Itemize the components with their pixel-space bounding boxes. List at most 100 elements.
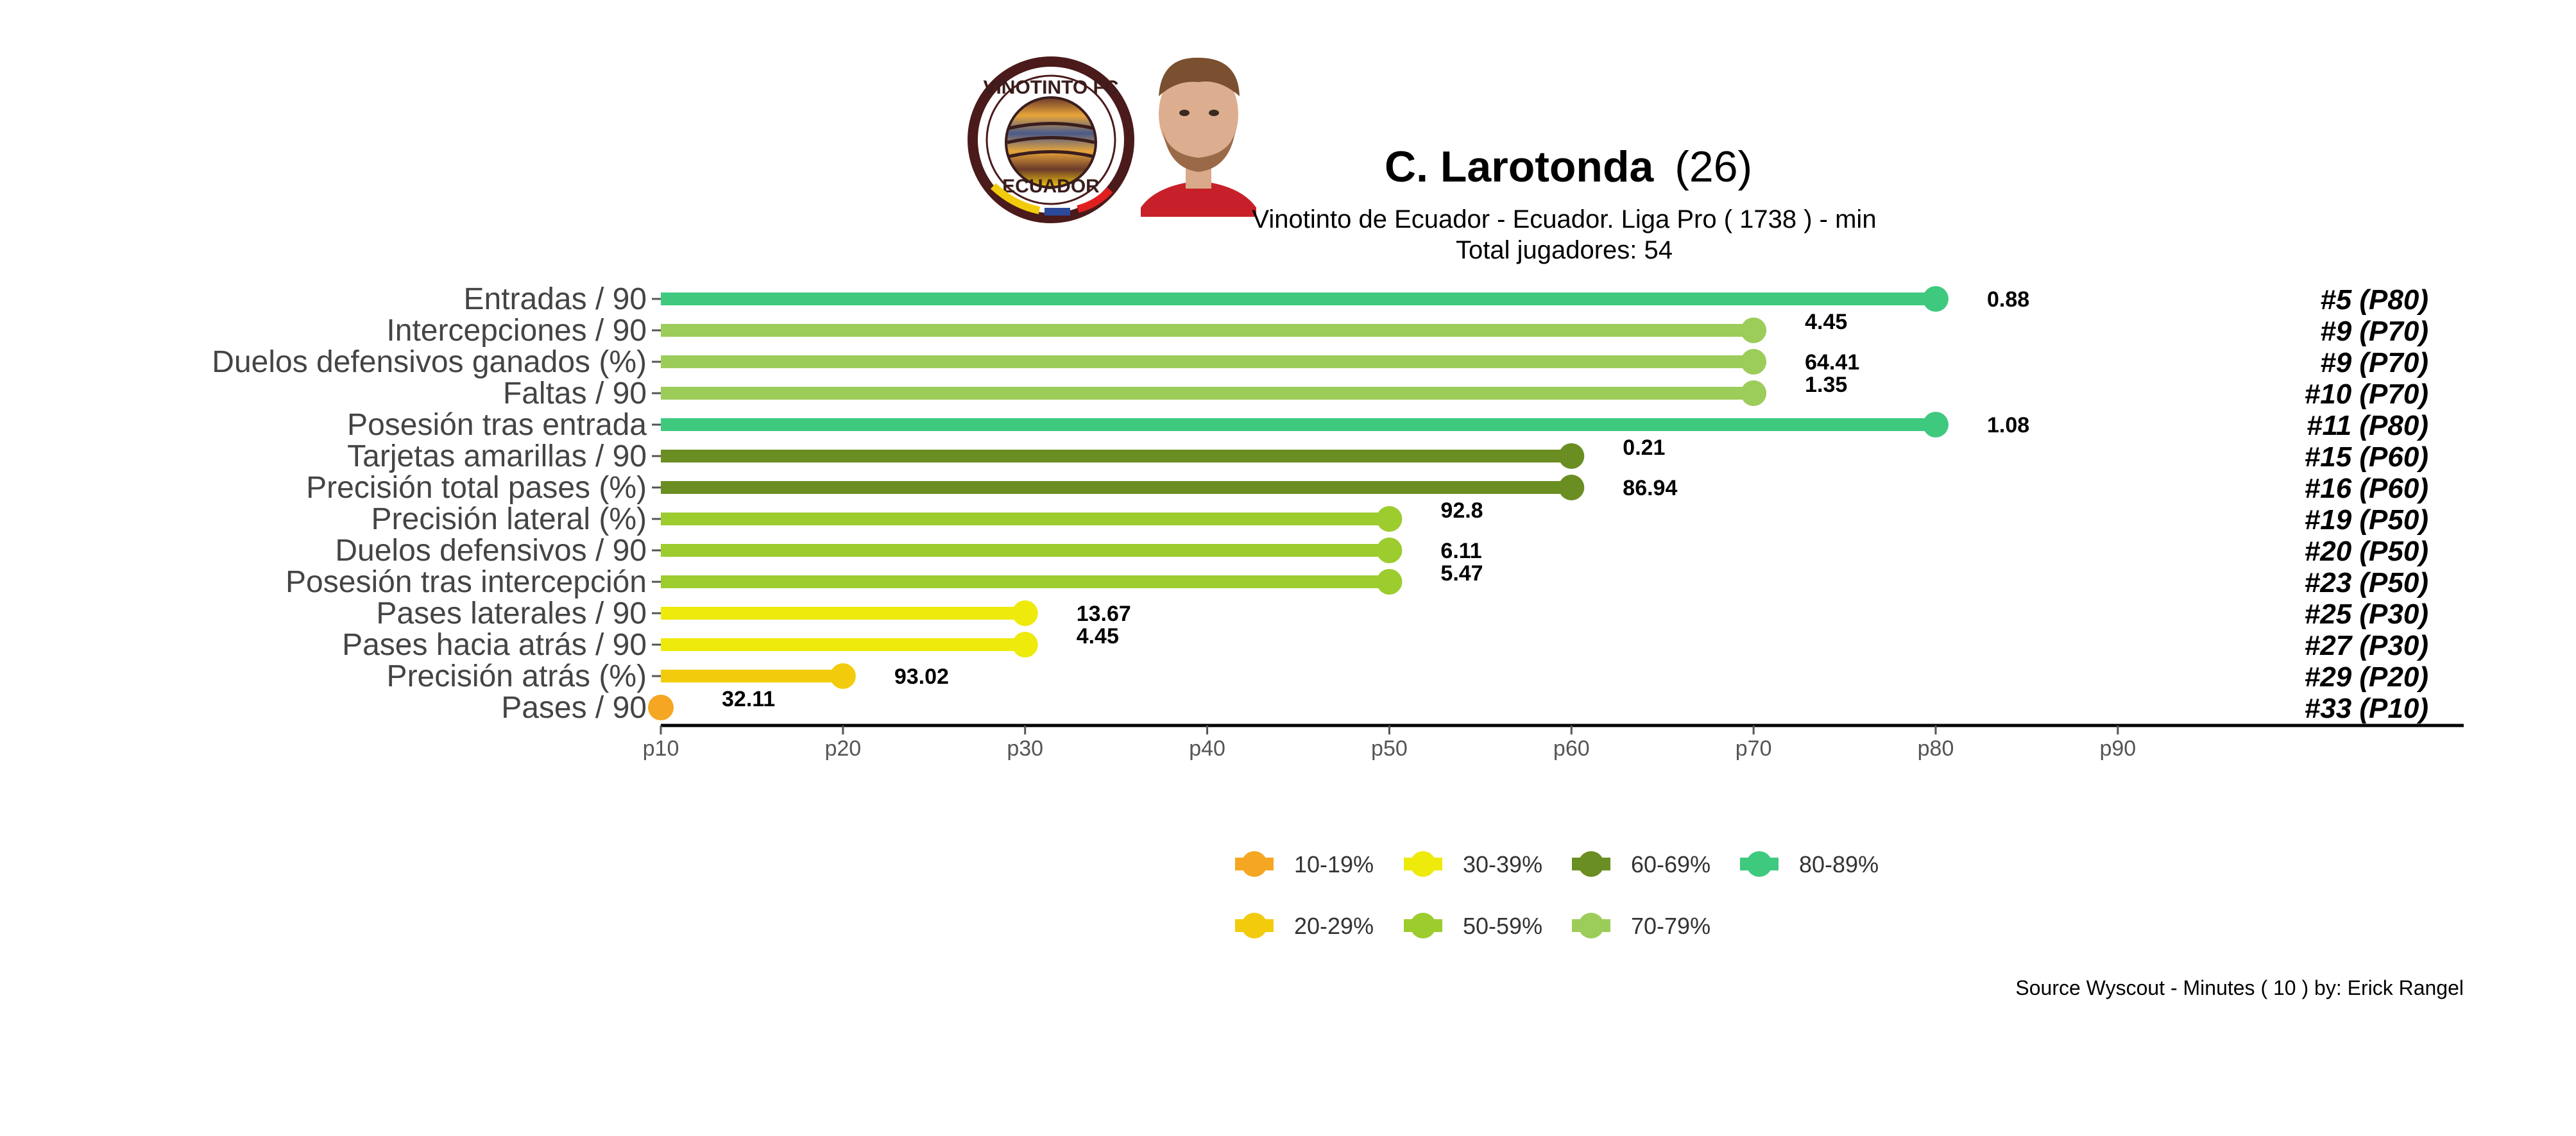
rank-label: #19 (P50) (2305, 504, 2428, 536)
rank-label: #29 (P20) (2305, 661, 2428, 693)
player-age: (26) (1675, 142, 1752, 191)
lollipop-dot (1558, 443, 1585, 469)
legend-item: 70-79% (1572, 913, 1710, 939)
logo-bottom-text: ECUADOR (1002, 176, 1100, 197)
legend-item: 10-19% (1235, 851, 1374, 877)
rank-label: #15 (P60) (2305, 441, 2428, 473)
rank-label: #10 (P70) (2305, 378, 2428, 410)
plot-area: Entradas / 90 0.88 #5 (P80) Intercepciones … (212, 282, 2428, 725)
lollipop-dot (1741, 380, 1767, 406)
lollipop-dot (1012, 600, 1038, 626)
category-label: Duelos defensivos ganados (%) (212, 345, 647, 379)
player-name: C. Larotonda (1385, 142, 1655, 191)
x-tick-label: p20 (824, 736, 861, 761)
value-label: 4.45 (1805, 310, 1847, 334)
x-tick-label: p90 (2099, 736, 2136, 761)
x-tick-label: p30 (1007, 736, 1043, 761)
x-axis: p10 p20 p30 p40 p50 p60 p70 p80 p90 (643, 724, 2464, 761)
legend-swatch-dot (1578, 913, 1604, 938)
legend-label: 60-69% (1631, 851, 1710, 877)
lollipop-dot (1376, 569, 1403, 595)
value-label: 4.45 (1077, 624, 1119, 649)
legend-swatch-dot (1241, 851, 1267, 877)
legend-item: 50-59% (1404, 913, 1542, 939)
category-label: Tarjetas amarillas / 90 (347, 439, 647, 473)
value-label: 92.8 (1440, 498, 1483, 523)
legend-item: 80-89% (1740, 851, 1879, 877)
rank-label: #5 (P80) (2320, 284, 2428, 316)
value-label: 13.67 (1077, 602, 1131, 626)
x-tick-label: p10 (643, 736, 679, 761)
legend-label: 10-19% (1294, 851, 1374, 877)
lollipop-dot (1376, 538, 1403, 563)
x-tick-label: p50 (1371, 736, 1408, 761)
value-label: 86.94 (1623, 476, 1677, 500)
category-label: Entradas / 90 (463, 282, 647, 316)
chart-subtitle: Vinotinto de Ecuador - Ecuador. Liga Pro… (1252, 205, 1876, 233)
rank-label: #9 (P70) (2320, 316, 2428, 347)
value-label: 6.11 (1440, 539, 1481, 563)
legend-label: 80-89% (1799, 851, 1879, 877)
lollipop-dot (1923, 412, 1949, 437)
x-tick-label: p80 (1918, 736, 1954, 761)
category-label: Posesión tras intercepción (286, 565, 647, 599)
rank-label: #27 (P30) (2305, 630, 2428, 661)
category-label: Posesión tras entrada (347, 408, 647, 442)
legend-label: 70-79% (1631, 913, 1710, 939)
rank-label: #25 (P30) (2305, 598, 2428, 630)
value-label: 0.88 (1987, 287, 2029, 312)
value-label: 32.11 (722, 687, 775, 711)
lollipop-dot (1923, 286, 1949, 312)
chart-title: C. Larotonda (26) (1385, 142, 1752, 191)
category-label: Faltas / 90 (503, 377, 647, 411)
value-label: 5.47 (1440, 561, 1483, 586)
club-logo: VINOTINTO FC ECUADOR (968, 56, 1134, 223)
category-label: Precisión lateral (%) (371, 502, 647, 536)
legend-item: 60-69% (1572, 851, 1710, 877)
category-label: Pases laterales / 90 (376, 597, 647, 631)
x-tick-label: p70 (1736, 736, 1772, 761)
lollipop-dot (1558, 475, 1585, 500)
x-tick-label: p60 (1553, 736, 1590, 761)
value-label: 64.41 (1805, 350, 1859, 375)
legend-item: 30-39% (1404, 851, 1542, 877)
category-label: Intercepciones / 90 (386, 314, 647, 348)
category-label: Pases hacia atrás / 90 (342, 628, 647, 662)
lollipop-dot (830, 663, 856, 689)
legend-label: 50-59% (1463, 913, 1542, 939)
logo-ball-icon (1005, 96, 1097, 189)
rank-label: #16 (P60) (2305, 473, 2428, 504)
legend-swatch-dot (1410, 913, 1436, 938)
lollipop-dot (1376, 506, 1403, 532)
total-players: Total jugadores: 54 (1456, 236, 1673, 264)
legend: 10-19% 30-39% 60-69% 80-89% 20-29% 50-59% 70-7… (1235, 851, 1879, 939)
rank-label: #9 (P70) (2320, 347, 2428, 378)
legend-label: 30-39% (1463, 851, 1542, 877)
value-label: 1.35 (1805, 373, 1847, 397)
rank-label: #23 (P50) (2305, 567, 2428, 598)
x-tick-label: p40 (1189, 736, 1225, 761)
category-label: Pases / 90 (501, 691, 647, 725)
lollipop-dot (648, 695, 674, 720)
lollipop-dot (1741, 318, 1767, 343)
legend-item: 20-29% (1235, 913, 1374, 939)
player-photo (1141, 56, 1256, 217)
value-label: 1.08 (1987, 413, 2029, 437)
legend-swatch-dot (1410, 851, 1436, 877)
logo-top-text: VINOTINTO FC (983, 77, 1118, 98)
legend-swatch-dot (1746, 851, 1772, 877)
category-label: Precisión total pases (%) (306, 471, 647, 505)
source-note: Source Wyscout - Minutes ( 10 ) by: Eric… (2015, 976, 2464, 999)
legend-label: 20-29% (1294, 913, 1374, 939)
value-label: 93.02 (894, 665, 949, 689)
category-label: Duelos defensivos / 90 (335, 534, 647, 568)
category-label: Precisión atrás (%) (387, 659, 647, 693)
lollipop-dot (1012, 632, 1038, 657)
rank-label: #11 (P80) (2307, 410, 2428, 441)
lollipop-dot (1741, 349, 1767, 375)
legend-swatch-dot (1241, 913, 1267, 938)
rank-label: #20 (P50) (2305, 536, 2428, 567)
value-label: 0.21 (1623, 436, 1665, 460)
rank-label: #33 (P10) (2305, 693, 2428, 724)
